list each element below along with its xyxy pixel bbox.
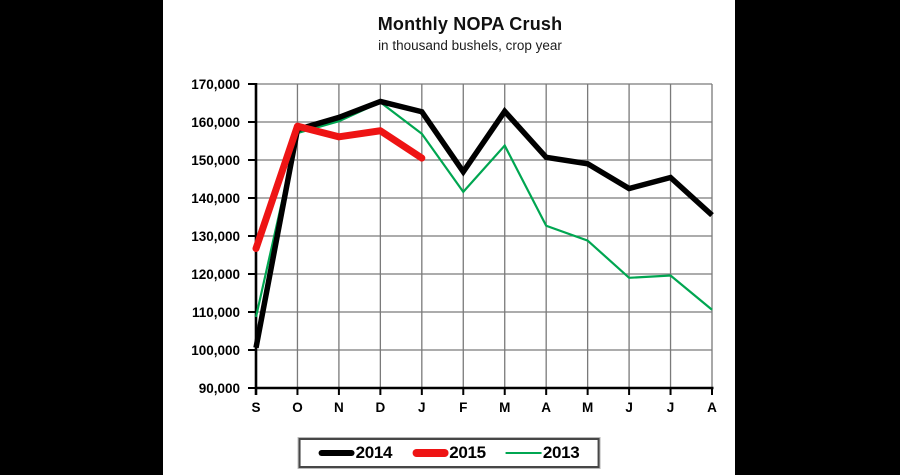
- y-tick-label: 160,000: [191, 115, 240, 130]
- left-black-bar: [0, 0, 163, 475]
- legend-label-2013: 2013: [542, 443, 580, 462]
- legend-label-2015: 2015: [449, 443, 486, 462]
- y-tick-label: 90,000: [199, 381, 240, 396]
- y-tick-label: 170,000: [191, 77, 240, 92]
- y-tick-label: 130,000: [191, 229, 240, 244]
- x-tick-label: J: [418, 400, 426, 415]
- x-tick-label: F: [459, 400, 467, 415]
- chart-title: Monthly NOPA Crush: [377, 14, 563, 34]
- x-tick-label: D: [375, 400, 385, 415]
- x-tick-label: M: [582, 400, 593, 415]
- x-tick-label: N: [334, 400, 344, 415]
- legend-item-2015: 2015: [412, 443, 486, 463]
- title-block: Monthly NOPA Crush in thousand bushels, …: [205, 14, 735, 53]
- right-black-bar: [735, 0, 900, 475]
- y-tick-label: 140,000: [191, 191, 240, 206]
- y-tick-label: 120,000: [191, 267, 240, 282]
- chart-subtitle: in thousand bushels, crop year: [378, 38, 562, 53]
- legend-label-2014: 2014: [355, 443, 393, 462]
- x-tick-label: O: [292, 400, 303, 415]
- legend-item-2013: 2013: [505, 443, 580, 463]
- series-line-2015: [252, 122, 426, 253]
- x-tick-label: S: [251, 400, 260, 415]
- x-tick-label: A: [707, 400, 717, 415]
- x-tick-label: J: [625, 400, 633, 415]
- legend-swatch-2013-line: [505, 451, 542, 455]
- x-tick-label: M: [499, 400, 510, 415]
- legend-swatch-2015-line: [412, 449, 449, 457]
- y-tick-label: 150,000: [191, 153, 240, 168]
- x-tick-label: J: [667, 400, 675, 415]
- chart-canvas: Monthly NOPA Crush in thousand bushels, …: [163, 0, 735, 475]
- series-line-2013: [254, 100, 713, 318]
- y-tick-label: 110,000: [192, 305, 240, 320]
- line-chart-plot: 170,000 160,000 150,000 140,000 130,000 120,0…: [191, 77, 717, 415]
- x-tick-label: A: [541, 400, 551, 415]
- series-line-2014: [253, 98, 714, 349]
- legend-item-2014: 2014: [318, 443, 393, 463]
- legend-swatch-2014-line: [318, 450, 355, 456]
- chart-legend: 2014 2015 2013: [298, 438, 600, 468]
- y-tick-label: 100,000: [191, 343, 240, 358]
